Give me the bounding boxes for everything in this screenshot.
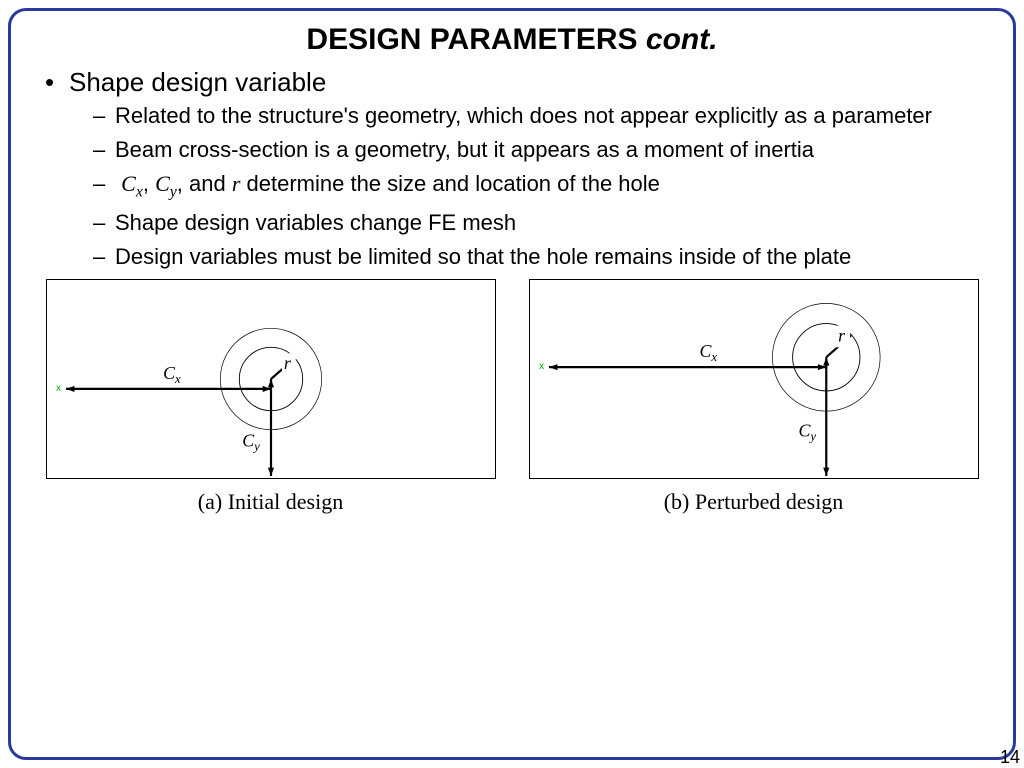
title-cont: cont. <box>646 23 718 56</box>
cy-symbol: Cy <box>155 171 177 196</box>
bullet-2: Beam cross-section is a geometry, but it… <box>93 136 985 164</box>
mesh-diagram-b: xCxCyr <box>529 279 979 479</box>
bullet-5: Design variables must be limited so that… <box>93 243 985 271</box>
slide-frame: DESIGN PARAMETERS cont. Shape design var… <box>8 8 1016 760</box>
heading-item: Shape design variable Related to the str… <box>45 67 985 271</box>
main-list: Shape design variable Related to the str… <box>39 67 985 271</box>
page-number: 14 <box>1000 747 1020 768</box>
svg-text:r: r <box>838 326 845 346</box>
title-main: DESIGN PARAMETERS <box>306 23 645 56</box>
bullet-4: Shape design variables change FE mesh <box>93 209 985 237</box>
svg-text:x: x <box>539 361 544 372</box>
bullet-1: Related to the structure's geometry, whi… <box>93 102 985 130</box>
heading-text: Shape design variable <box>69 67 326 97</box>
figure-b: xCxCyr (b) Perturbed design <box>526 279 981 515</box>
caption-b: (b) Perturbed design <box>526 489 981 515</box>
cx-symbol: Cx <box>121 171 143 196</box>
slide-title: DESIGN PARAMETERS cont. <box>39 23 985 57</box>
sub-list: Related to the structure's geometry, whi… <box>45 102 985 271</box>
svg-text:x: x <box>56 383 61 394</box>
caption-a: (a) Initial design <box>43 489 498 515</box>
svg-text:r: r <box>283 353 290 373</box>
mesh-diagram-a: xCxCyr <box>46 279 496 479</box>
bullet-3: Cx, Cy, and r determine the size and loc… <box>93 170 985 203</box>
figure-a: xCxCyr (a) Initial design <box>43 279 498 515</box>
figures-row: xCxCyr (a) Initial design xCxCyr (b) Per… <box>39 279 985 515</box>
